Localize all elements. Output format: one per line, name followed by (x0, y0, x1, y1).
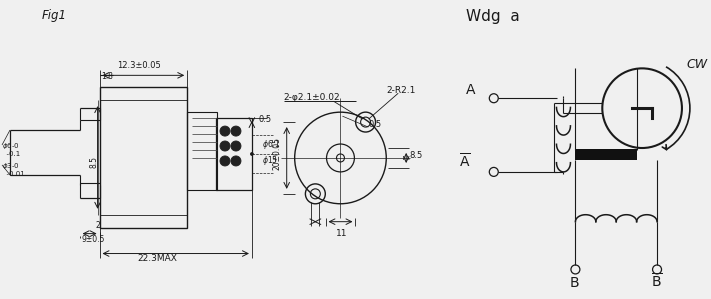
Text: 8.5: 8.5 (90, 156, 99, 168)
Circle shape (231, 126, 241, 136)
Text: $\phi$6-0: $\phi$6-0 (2, 141, 20, 151)
Circle shape (250, 152, 253, 155)
Text: 12.3±0.05: 12.3±0.05 (117, 61, 161, 70)
Text: $\overline{\rm B}$: $\overline{\rm B}$ (651, 272, 663, 290)
Circle shape (220, 126, 230, 136)
Text: 2-φ2.1±0.02: 2-φ2.1±0.02 (284, 93, 341, 102)
Bar (216, 118, 252, 190)
Text: 22.3MAX: 22.3MAX (137, 254, 177, 263)
Text: A: A (466, 83, 476, 97)
Text: $\phi$3-0: $\phi$3-0 (2, 161, 20, 171)
Circle shape (231, 141, 241, 151)
Text: 8.5: 8.5 (409, 152, 422, 161)
Text: 0.5: 0.5 (368, 120, 382, 129)
Circle shape (220, 141, 230, 151)
Circle shape (231, 156, 241, 166)
Text: $\overline{\rm A}$: $\overline{\rm A}$ (459, 152, 471, 171)
Bar (575, 149, 637, 160)
Text: B: B (570, 276, 579, 290)
Text: Fig1: Fig1 (42, 9, 67, 22)
Bar (187, 112, 217, 190)
Text: $\phi$15: $\phi$15 (262, 154, 278, 167)
Text: 2-R2.1: 2-R2.1 (386, 86, 416, 95)
Text: 20±0.05: 20±0.05 (273, 138, 282, 170)
Circle shape (220, 156, 230, 166)
Text: $\phi$6.1: $\phi$6.1 (262, 138, 280, 151)
Text: 11: 11 (336, 229, 347, 238)
Text: 2: 2 (95, 221, 100, 230)
Text: CW: CW (687, 58, 708, 71)
Text: -0.1: -0.1 (2, 151, 20, 157)
Text: 0.5: 0.5 (259, 115, 272, 124)
Text: Wdg  a: Wdg a (466, 9, 520, 24)
Bar (100, 87, 187, 228)
Text: 1.8: 1.8 (102, 72, 114, 81)
Text: -0.01: -0.01 (2, 171, 25, 177)
Text: 9±0.5: 9±0.5 (82, 235, 105, 244)
